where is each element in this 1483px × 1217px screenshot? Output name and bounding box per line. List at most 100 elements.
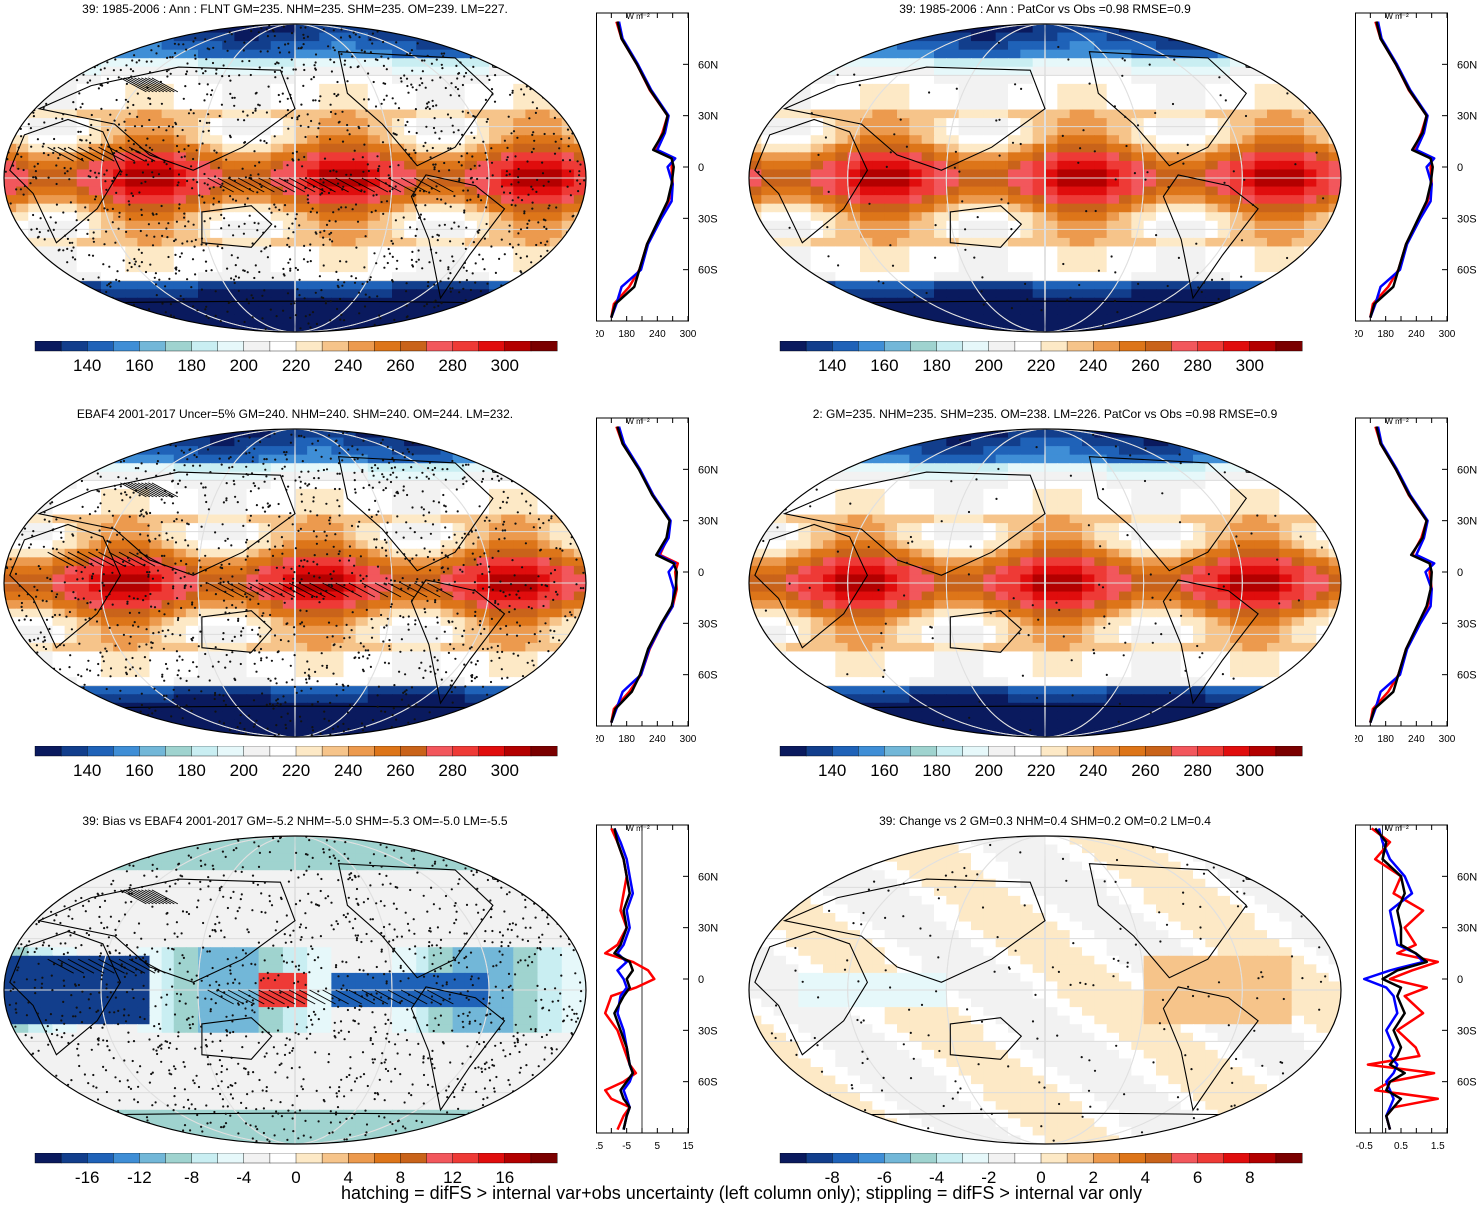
colorbar-label: 2 — [1088, 1168, 1097, 1187]
colorbar-label: 300 — [1236, 761, 1264, 780]
profile-tick-label: 120 — [596, 329, 605, 340]
profile-tick-label: 15 — [682, 1141, 694, 1152]
colorbar: 140 160 180 200 220 240 260 280 300 — [34, 341, 558, 375]
colorbar-label: 180 — [177, 761, 205, 780]
colorbar-swatch — [1014, 341, 1042, 352]
profile-tick-label: 300 — [1439, 329, 1456, 340]
colorbar-swatch — [1040, 341, 1068, 352]
colorbar-swatch — [269, 1153, 297, 1164]
colorbar-swatch — [530, 1153, 558, 1164]
colorbar-swatch — [165, 746, 193, 757]
map-plot — [748, 428, 1342, 738]
lat-label: 60S — [698, 265, 718, 277]
colorbar-swatch — [530, 746, 558, 757]
colorbar-swatch — [139, 746, 166, 757]
colorbar-label: 6 — [1193, 1168, 1202, 1187]
colorbar-swatch — [910, 1153, 938, 1164]
panel-change: 39: Change vs 2 GM=0.3 NHM=0.4 SHM=0.2 O… — [745, 812, 1483, 1212]
colorbar-label: 160 — [870, 761, 898, 780]
colorbar-swatch — [217, 341, 245, 352]
profile-tick-label: 180 — [1377, 734, 1394, 745]
colorbar-label: 220 — [1027, 761, 1055, 780]
map-plot — [748, 23, 1342, 333]
colorbar-swatch — [295, 341, 323, 352]
colorbar-label: -4 — [236, 1168, 251, 1187]
colorbar-swatch — [805, 341, 833, 352]
colorbar-label: 300 — [491, 761, 519, 780]
profile-tick-label: 300 — [1439, 734, 1456, 745]
colorbar-swatch — [1249, 746, 1277, 757]
lat-label: 60S — [698, 1077, 718, 1089]
colorbar-swatch — [1145, 341, 1172, 352]
zonal-series-line — [1369, 21, 1434, 318]
profile-tick-label: 120 — [1355, 329, 1364, 340]
profile-tick-label: -15 — [596, 1141, 604, 1152]
colorbar-label: 220 — [282, 761, 310, 780]
colorbar-swatch — [1197, 746, 1225, 757]
colorbar-swatch — [831, 1153, 859, 1164]
colorbar-swatch — [60, 341, 88, 352]
colorbar-swatch — [936, 341, 964, 352]
zonal-series-line — [1374, 827, 1429, 1130]
colorbar-swatch — [884, 746, 911, 757]
colorbar-swatch — [1014, 746, 1042, 757]
colorbar-swatch — [34, 1153, 62, 1164]
colorbar-label: 300 — [491, 356, 519, 375]
panel-observations: EBAF4 2001-2017 Uncer=5% GM=240. NHM=240… — [0, 405, 738, 805]
colorbar-label: 200 — [975, 356, 1003, 375]
lat-label: 60N — [1457, 59, 1477, 71]
colorbar-swatch — [139, 1153, 166, 1164]
lat-label: 30S — [1457, 618, 1477, 630]
colorbar-label: 260 — [1131, 356, 1159, 375]
colorbar-swatch — [348, 1153, 375, 1164]
profile-tick-label: 120 — [596, 734, 605, 745]
colorbar-swatch — [779, 746, 807, 757]
colorbar-swatch — [1040, 746, 1068, 757]
colorbar-swatch — [988, 746, 1016, 757]
colorbar-swatch — [374, 1153, 401, 1164]
colorbar-swatch — [858, 1153, 885, 1164]
zonal-profile: W m⁻² 60N 30N 0 30S 60S 120 180 240 300 — [1355, 417, 1477, 745]
lat-label: 30N — [1457, 111, 1477, 123]
colorbar-label: 240 — [334, 761, 362, 780]
colorbar-swatch — [426, 341, 454, 352]
colorbar-swatch — [1119, 1153, 1146, 1164]
lat-label: 0 — [698, 974, 704, 986]
map-title: 2: GM=235. NHM=235. SHM=235. OM=238. LM=… — [812, 407, 1278, 421]
profile-tick-label: 240 — [1408, 329, 1425, 340]
colorbar: 140 160 180 200 220 240 260 280 300 — [34, 746, 558, 780]
colorbar-swatch — [962, 746, 990, 757]
colorbar-label: 240 — [1079, 356, 1107, 375]
colorbar-swatch — [779, 1153, 807, 1164]
profile-tick-label: 5 — [655, 1141, 661, 1152]
colorbar-label: 16 — [495, 1168, 514, 1187]
panel-bias: 39: Bias vs EBAF4 2001-2017 GM=-5.2 NHM=… — [0, 812, 738, 1212]
colorbar-label: -16 — [75, 1168, 100, 1187]
colorbar-swatch — [1249, 341, 1277, 352]
map-plot — [748, 835, 1342, 1145]
map-plot — [3, 835, 587, 1145]
colorbar-swatch — [86, 1153, 114, 1164]
colorbar-label: 200 — [230, 356, 258, 375]
colorbar-label: -8 — [825, 1168, 840, 1187]
colorbar-label: 8 — [396, 1168, 405, 1187]
colorbar-swatch — [1197, 1153, 1225, 1164]
colorbar-swatch — [504, 341, 532, 352]
colorbar-label: 140 — [73, 356, 101, 375]
colorbar-swatch — [1275, 1153, 1303, 1164]
profile-unit: W m⁻² — [626, 824, 650, 833]
colorbar-swatch — [504, 746, 532, 757]
colorbar-swatch — [295, 746, 323, 757]
colorbar-swatch — [217, 1153, 245, 1164]
colorbar-swatch — [988, 1153, 1016, 1164]
colorbar-swatch — [374, 746, 401, 757]
colorbar-label: 200 — [975, 761, 1003, 780]
colorbar: 140 160 180 200 220 240 260 280 300 — [779, 341, 1303, 375]
lat-label: 30N — [698, 516, 718, 528]
colorbar-swatch — [1014, 1153, 1042, 1164]
colorbar-swatch — [478, 1153, 506, 1164]
colorbar-label: 260 — [386, 356, 414, 375]
colorbar-label: 180 — [177, 356, 205, 375]
colorbar-swatch — [139, 341, 166, 352]
panel-reference-model: 2: GM=235. NHM=235. SHM=235. OM=238. LM=… — [745, 405, 1483, 805]
